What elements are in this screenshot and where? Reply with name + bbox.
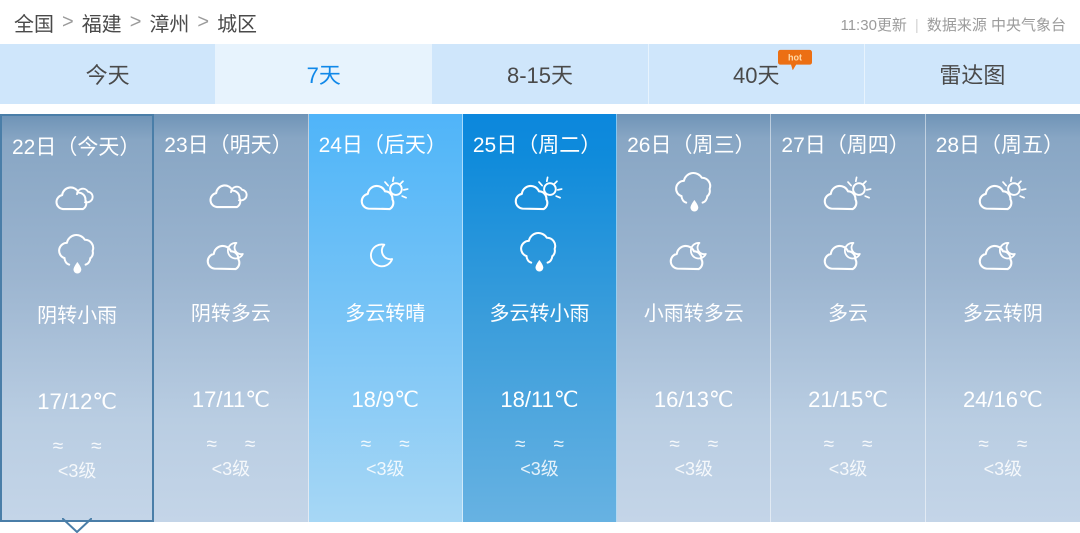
svg-text:hot: hot — [788, 53, 802, 63]
